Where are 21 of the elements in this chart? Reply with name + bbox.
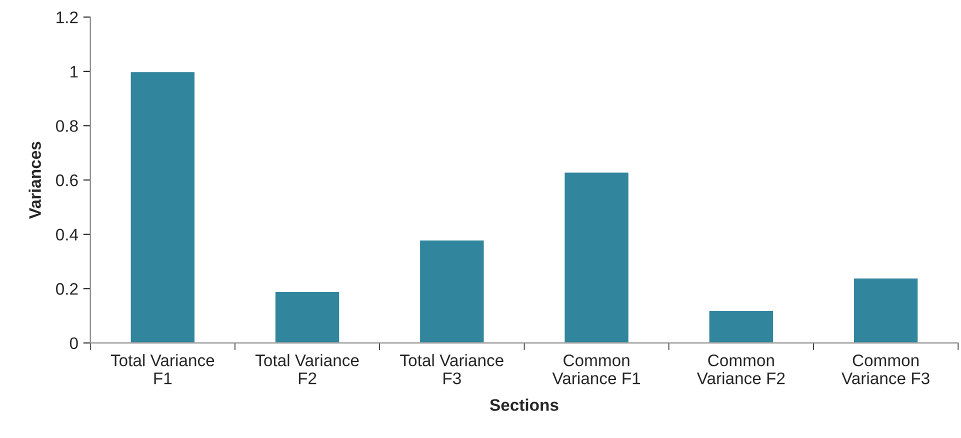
x-tick-label: Total Variance F1 [110, 354, 214, 384]
y-tick-label: 0.4 [56, 228, 78, 241]
bar [129, 70, 196, 343]
x-tick-label: Total Variance F3 [400, 354, 504, 384]
y-tick-label: 0.8 [56, 120, 78, 132]
y-axis-title: Variances [28, 142, 41, 219]
x-tick-label: Common Variance F3 [842, 354, 930, 384]
x-axis-title: Sections [490, 398, 558, 411]
y-tick-label: 1.2 [56, 11, 78, 24]
bar [852, 277, 920, 343]
x-tick-label: Total Variance F2 [255, 354, 359, 384]
x-tick-label: Common Variance F1 [552, 354, 640, 384]
x-tick-label: Common Variance F2 [696, 354, 785, 384]
bar [563, 171, 630, 343]
y-tick-label: 0 [70, 337, 78, 350]
y-tick-label: 0.6 [56, 174, 78, 186]
bar [418, 239, 486, 343]
bar [708, 310, 774, 343]
y-tick-label: 0.2 [56, 283, 78, 295]
bar [274, 290, 341, 343]
y-tick-label: 1 [70, 66, 78, 78]
